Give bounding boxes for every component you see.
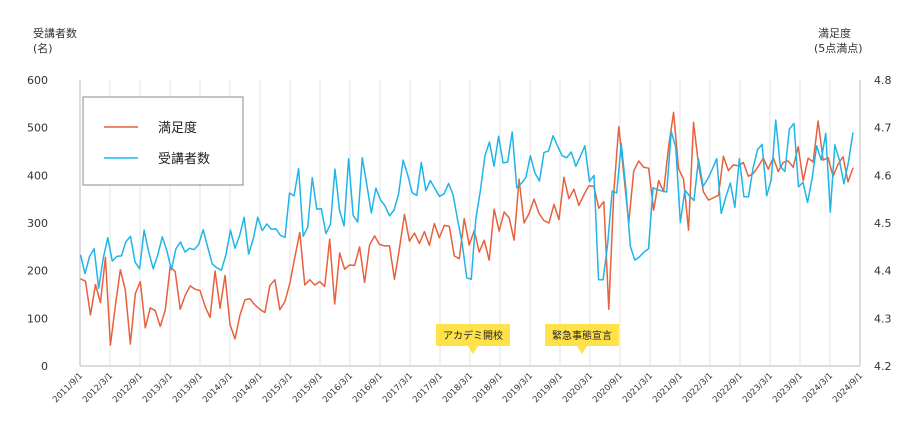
y-right-title-line2: (5点満点)	[814, 42, 863, 55]
y-right-tick-label: 4.5	[874, 217, 892, 230]
y-right-tick-label: 4.3	[874, 312, 892, 325]
x-tick-label: 2021/9/1	[651, 371, 685, 405]
x-tick-label: 2023/3/1	[741, 371, 775, 405]
y-right-title-line1: 満足度	[818, 26, 851, 40]
legend-label-satisfaction: 満足度	[158, 120, 197, 136]
y-left-tick-label: 300	[27, 217, 48, 230]
series-layer	[79, 111, 854, 346]
x-tick-label: 2014/9/1	[231, 371, 265, 405]
x-tick-label: 2022/3/1	[681, 371, 715, 405]
x-tick-label: 2018/3/1	[441, 371, 475, 405]
x-tick-label: 2019/3/1	[501, 371, 535, 405]
attendees-series-line	[79, 119, 854, 290]
x-tick-label: 2023/9/1	[771, 371, 805, 405]
x-tick-label: 2011/9/1	[51, 371, 85, 405]
y-right-tick-label: 4.2	[874, 360, 892, 373]
y-left-tick-label: 200	[27, 265, 48, 278]
y-left-tick-label: 400	[27, 169, 48, 182]
x-tick-label: 2015/9/1	[291, 371, 325, 405]
x-tick-label: 2022/9/1	[711, 371, 745, 405]
y-right-tick-label: 4.6	[874, 169, 892, 182]
y-left-tick-label: 500	[27, 122, 48, 135]
x-tick-label: 2015/3/1	[261, 371, 295, 405]
annotation-callout	[545, 324, 619, 354]
annotation-label: 緊急事態宣言	[552, 329, 612, 342]
x-tick-label: 2016/3/1	[321, 371, 355, 405]
y-right-tick-label: 4.4	[874, 265, 892, 278]
y-left-tick-label: 600	[27, 74, 48, 87]
annotation-layer: アカデミ開校 緊急事態宣言	[436, 324, 619, 354]
y-right-tick-label: 4.7	[874, 122, 892, 135]
x-tick-label: 2024/3/1	[801, 371, 835, 405]
y-left-tick-label: 100	[27, 312, 48, 325]
annotation-label: アカデミ開校	[443, 329, 503, 342]
x-tick-label: 2019/9/1	[531, 371, 565, 405]
x-tick-label: 2013/3/1	[141, 371, 175, 405]
y-left-title-line1: 受講者数	[33, 26, 77, 40]
x-tick-label: 2016/9/1	[351, 371, 385, 405]
axis-layer: 受講者数 (名) 満足度 (5点満点) 2011/9/12012/3/12012…	[27, 26, 892, 405]
x-tick-label: 2020/9/1	[591, 371, 625, 405]
x-tick-label: 2017/3/1	[381, 371, 415, 405]
y-right-tick-label: 4.8	[874, 74, 892, 87]
y-left-title-line2: (名)	[33, 41, 53, 55]
legend-label-attendees: 受講者数	[158, 151, 210, 167]
x-tick-label: 2020/3/1	[561, 371, 595, 405]
x-tick-label: 2018/9/1	[471, 371, 505, 405]
legend-box	[82, 96, 244, 186]
x-tick-label: 2013/9/1	[171, 371, 205, 405]
x-tick-label: 2012/3/1	[81, 371, 115, 405]
satisfaction-series-line	[80, 111, 854, 346]
x-tick-label: 2017/9/1	[411, 371, 445, 405]
y-left-tick-label: 0	[41, 360, 48, 373]
x-tick-label: 2024/9/1	[831, 371, 865, 405]
x-tick-label: 2014/3/1	[201, 371, 235, 405]
x-tick-label: 2021/3/1	[621, 371, 655, 405]
legend: 満足度 受講者数	[82, 96, 244, 186]
x-tick-label: 2012/9/1	[111, 371, 145, 405]
annotation-callout	[436, 324, 510, 354]
